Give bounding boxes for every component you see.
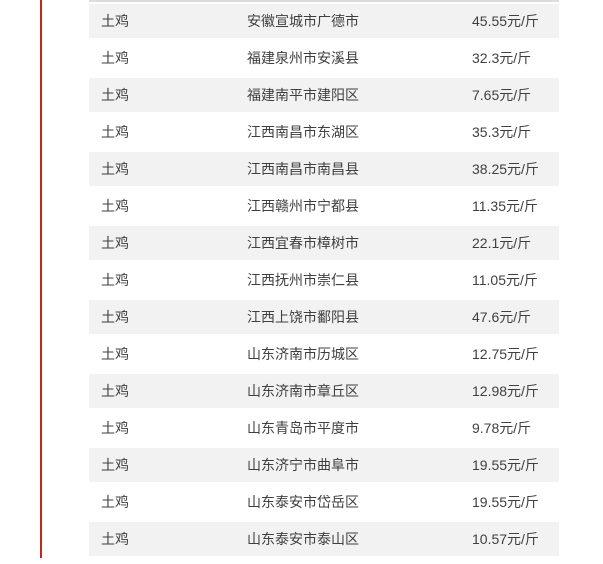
location-cell: 江西宜春市樟树市 <box>247 235 359 251</box>
table-row[interactable]: 土鸡 山东泰安市泰山区 10.57元/斤 <box>89 522 559 559</box>
location-cell: 山东济南市历城区 <box>247 346 359 362</box>
table-row[interactable]: 土鸡 江西赣州市宁都县 11.35元/斤 <box>89 189 559 226</box>
table-row[interactable]: 土鸡 山东济南市章丘区 12.98元/斤 <box>89 374 559 411</box>
product-cell: 土鸡 <box>101 50 129 66</box>
table-row[interactable]: 土鸡 江西宜春市樟树市 22.1元/斤 <box>89 226 559 263</box>
product-cell: 土鸡 <box>101 346 129 362</box>
location-cell: 山东泰安市泰山区 <box>247 531 359 547</box>
price-cell: 45.55元/斤 <box>472 13 539 29</box>
price-cell: 9.78元/斤 <box>472 420 532 436</box>
price-cell: 32.3元/斤 <box>472 50 532 66</box>
product-cell: 土鸡 <box>101 531 129 547</box>
product-cell: 土鸡 <box>101 198 129 214</box>
table-row[interactable]: 土鸡 江西南昌市南昌县 38.25元/斤 <box>89 152 559 189</box>
product-cell: 土鸡 <box>101 457 129 473</box>
table-row[interactable]: 土鸡 山东济宁市曲阜市 19.55元/斤 <box>89 448 559 485</box>
location-cell: 福建泉州市安溪县 <box>247 50 359 66</box>
product-cell: 土鸡 <box>101 494 129 510</box>
price-cell: 12.98元/斤 <box>472 383 539 399</box>
location-cell: 江西南昌市东湖区 <box>247 124 359 140</box>
price-cell: 47.6元/斤 <box>472 309 532 325</box>
left-accent-line <box>40 0 42 558</box>
previous-row-divider <box>89 0 559 2</box>
location-cell: 江西上饶市鄱阳县 <box>247 309 359 325</box>
product-cell: 土鸡 <box>101 420 129 436</box>
price-cell: 7.65元/斤 <box>472 87 532 103</box>
price-cell: 19.55元/斤 <box>472 457 539 473</box>
table-row[interactable]: 土鸡 江西上饶市鄱阳县 47.6元/斤 <box>89 300 559 337</box>
location-cell: 江西抚州市崇仁县 <box>247 272 359 288</box>
location-cell: 山东泰安市岱岳区 <box>247 494 359 510</box>
product-cell: 土鸡 <box>101 87 129 103</box>
price-cell: 11.05元/斤 <box>472 272 538 288</box>
location-cell: 安徽宣城市广德市 <box>247 13 359 29</box>
table-row[interactable]: 土鸡 江西抚州市崇仁县 11.05元/斤 <box>89 263 559 300</box>
table-row[interactable]: 土鸡 安徽宣城市广德市 45.55元/斤 <box>89 4 559 41</box>
location-cell: 山东青岛市平度市 <box>247 420 359 436</box>
table-row[interactable]: 土鸡 福建南平市建阳区 7.65元/斤 <box>89 78 559 115</box>
product-cell: 土鸡 <box>101 124 129 140</box>
location-cell: 江西南昌市南昌县 <box>247 161 359 177</box>
table-body: 土鸡 安徽宣城市广德市 45.55元/斤 土鸡 福建泉州市安溪县 32.3元/斤… <box>89 4 559 559</box>
table-row[interactable]: 土鸡 山东青岛市平度市 9.78元/斤 <box>89 411 559 448</box>
product-cell: 土鸡 <box>101 272 129 288</box>
location-cell: 山东济南市章丘区 <box>247 383 359 399</box>
table-row[interactable]: 土鸡 福建泉州市安溪县 32.3元/斤 <box>89 41 559 78</box>
product-cell: 土鸡 <box>101 383 129 399</box>
price-cell: 10.57元/斤 <box>472 531 539 547</box>
price-cell: 11.35元/斤 <box>472 198 538 214</box>
location-cell: 福建南平市建阳区 <box>247 87 359 103</box>
table-row[interactable]: 土鸡 江西南昌市东湖区 35.3元/斤 <box>89 115 559 152</box>
price-cell: 35.3元/斤 <box>472 124 532 140</box>
previous-row-partial <box>89 2 559 4</box>
price-cell: 38.25元/斤 <box>472 161 539 177</box>
product-cell: 土鸡 <box>101 161 129 177</box>
price-cell: 12.75元/斤 <box>472 346 539 362</box>
product-cell: 土鸡 <box>101 235 129 251</box>
table-row[interactable]: 土鸡 山东泰安市岱岳区 19.55元/斤 <box>89 485 559 522</box>
product-cell: 土鸡 <box>101 13 129 29</box>
location-cell: 山东济宁市曲阜市 <box>247 457 359 473</box>
price-cell: 22.1元/斤 <box>472 235 532 251</box>
price-table: 土鸡 安徽宣城市广德市 45.55元/斤 土鸡 福建泉州市安溪县 32.3元/斤… <box>89 0 559 559</box>
price-cell: 19.55元/斤 <box>472 494 539 510</box>
location-cell: 江西赣州市宁都县 <box>247 198 359 214</box>
product-cell: 土鸡 <box>101 309 129 325</box>
table-row[interactable]: 土鸡 山东济南市历城区 12.75元/斤 <box>89 337 559 374</box>
